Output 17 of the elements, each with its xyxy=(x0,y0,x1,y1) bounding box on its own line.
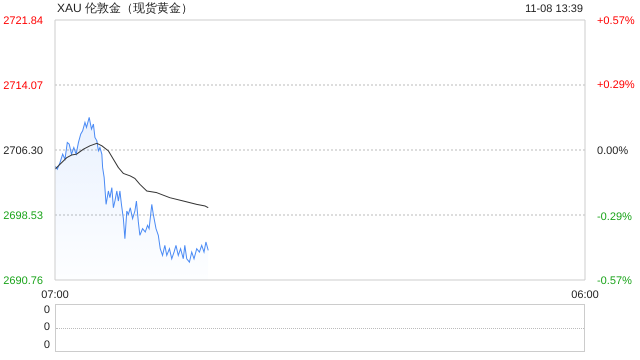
y2-tick-label: 0.00% xyxy=(597,145,628,157)
y-tick-label: 2698.53 xyxy=(3,210,43,222)
y-tick-label: 2714.07 xyxy=(3,80,43,92)
y-tick-label: 2690.76 xyxy=(3,275,43,287)
text: 0 xyxy=(44,339,50,351)
text: 0 xyxy=(44,304,50,316)
text: 0 xyxy=(44,321,50,333)
y2-tick-label: +0.29% xyxy=(597,78,635,91)
y-tick-label: 2721.84 xyxy=(3,15,43,27)
x-tick-label: 07:00 xyxy=(41,289,69,301)
y2-tick-label: +0.57% xyxy=(597,15,635,27)
y2-tick-label: -0.29% xyxy=(597,211,632,224)
y-tick-label: 2706.30 xyxy=(3,145,43,157)
y2-tick-label: -0.57% xyxy=(597,275,632,287)
text: 11-08 13:39 xyxy=(525,3,583,15)
chart-title: XAU 伦敦金（现货黄金） xyxy=(57,0,194,17)
x-tick-label: 06:00 xyxy=(571,289,599,301)
